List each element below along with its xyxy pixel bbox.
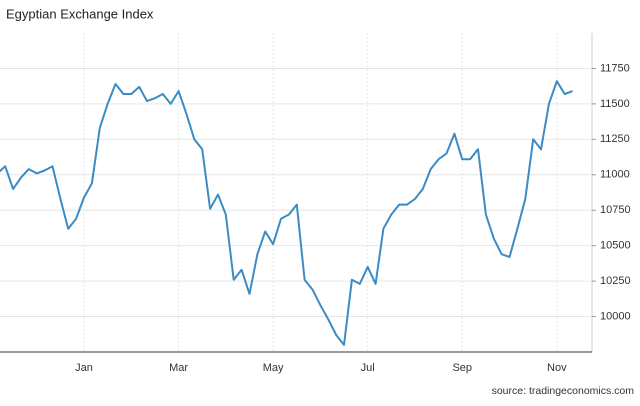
x-tick-label: Jan	[75, 362, 93, 374]
series-line	[0, 80, 573, 346]
y-tick-label: 10250	[600, 275, 631, 287]
y-tick-label: 10000	[600, 310, 631, 322]
x-tick-label: Mar	[169, 362, 188, 374]
x-tick-label: May	[263, 362, 284, 374]
x-tick-label: Sep	[452, 362, 472, 374]
y-tick-label: 10750	[600, 204, 631, 216]
y-tick-label: 11000	[600, 169, 630, 181]
x-tick-label: Nov	[547, 362, 567, 374]
y-tick-label: 11250	[600, 133, 630, 145]
x-tick-label: Jul	[361, 362, 375, 374]
y-tick-label: 11750	[600, 62, 630, 74]
y-tick-label: 10500	[600, 240, 631, 252]
chart-title: Egyptian Exchange Index	[6, 6, 154, 21]
source-note: source: tradingeconomics.com	[492, 385, 635, 397]
y-tick-label: 11500	[600, 98, 630, 110]
